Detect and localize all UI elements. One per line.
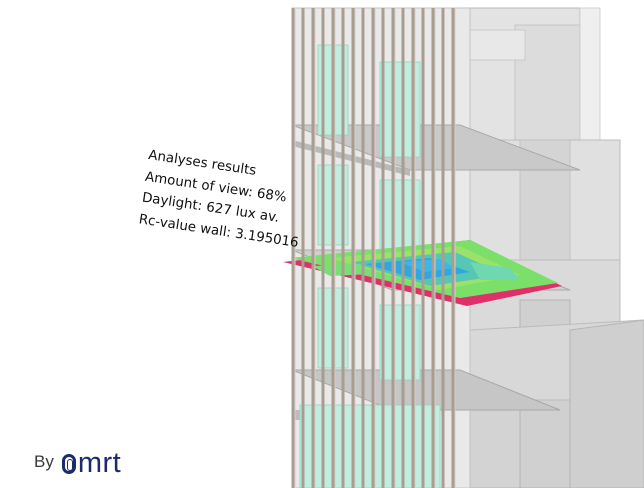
brand-o-icon — [61, 454, 76, 474]
credit-by: By — [34, 452, 54, 471]
analyses-results-annotation: Analyses results Amount of view: 68% Day… — [132, 145, 300, 286]
vertical-fins — [291, 8, 455, 488]
credit: By mrt — [34, 442, 121, 478]
brand-logo: mrt — [61, 447, 122, 479]
brand-text: mrt — [77, 447, 122, 479]
fin-highlights — [294, 8, 456, 488]
